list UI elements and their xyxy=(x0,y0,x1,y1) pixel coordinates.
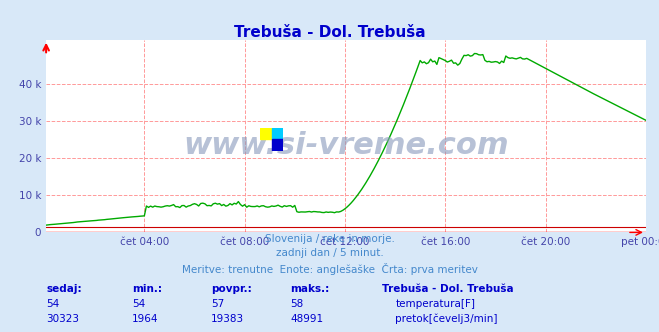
Text: Trebuša - Dol. Trebuša: Trebuša - Dol. Trebuša xyxy=(234,25,425,40)
Text: 48991: 48991 xyxy=(290,314,323,324)
Text: povpr.:: povpr.: xyxy=(211,284,252,294)
Text: 30323: 30323 xyxy=(46,314,79,324)
Text: 54: 54 xyxy=(46,299,59,309)
Bar xyxy=(272,128,283,139)
Text: 1964: 1964 xyxy=(132,314,158,324)
Text: min.:: min.: xyxy=(132,284,162,294)
Text: Trebuša - Dol. Trebuša: Trebuša - Dol. Trebuša xyxy=(382,284,514,294)
Text: sedaj:: sedaj: xyxy=(46,284,82,294)
Text: 19383: 19383 xyxy=(211,314,244,324)
Text: 57: 57 xyxy=(211,299,224,309)
Text: www.si-vreme.com: www.si-vreme.com xyxy=(183,131,509,160)
Text: pretok[čevelj3/min]: pretok[čevelj3/min] xyxy=(395,313,498,324)
Text: temperatura[F]: temperatura[F] xyxy=(395,299,475,309)
Text: Slovenija / reke in morje.
zadnji dan / 5 minut.
Meritve: trenutne  Enote: angle: Slovenija / reke in morje. zadnji dan / … xyxy=(182,234,477,275)
Text: maks.:: maks.: xyxy=(290,284,330,294)
Bar xyxy=(272,139,283,151)
Text: 54: 54 xyxy=(132,299,145,309)
Bar xyxy=(260,128,272,139)
Text: 58: 58 xyxy=(290,299,303,309)
